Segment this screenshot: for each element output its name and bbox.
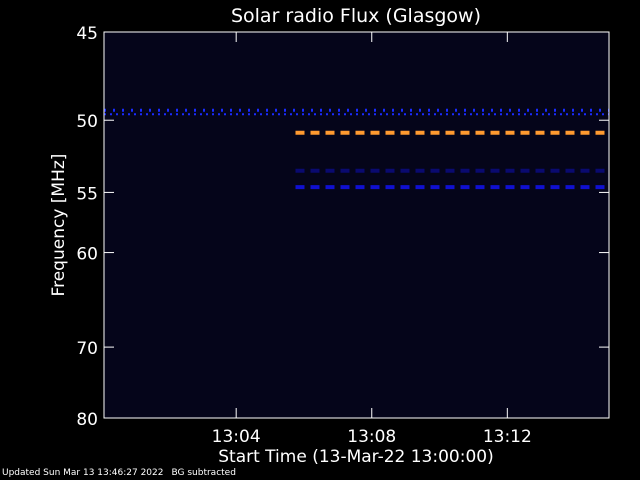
updated-timestamp: Updated Sun Mar 13 13:46:27 2022 (2, 468, 164, 478)
x-tick-label: 13:08 (347, 427, 396, 447)
plot-area (104, 32, 609, 418)
x-axis: 13:04 13:08 13:12 (212, 32, 532, 447)
chart-title: Solar radio Flux (Glasgow) (231, 5, 481, 27)
y-axis-label: Frequency [MHz] (49, 154, 69, 297)
plot-frame (103, 31, 610, 419)
y-tick-label: 60 (76, 245, 98, 265)
x-tick-label: 13:12 (483, 427, 532, 447)
x-axis-label: Start Time (13-Mar-22 13:00:00) (218, 447, 493, 467)
y-tick-label: 70 (76, 339, 98, 359)
y-tick-label: 45 (76, 24, 98, 44)
emission-bands (104, 108, 609, 190)
y-tick-label: 55 (76, 184, 98, 204)
footer-status: Updated Sun Mar 13 13:46:27 2022 BG subtr… (2, 468, 236, 478)
background-note: BG subtracted (171, 468, 236, 478)
y-axis: 45 50 55 60 70 80 (76, 24, 609, 430)
y-tick-label: 80 (76, 410, 98, 430)
y-tick-label: 50 (76, 112, 98, 132)
x-tick-label: 13:04 (212, 427, 261, 447)
